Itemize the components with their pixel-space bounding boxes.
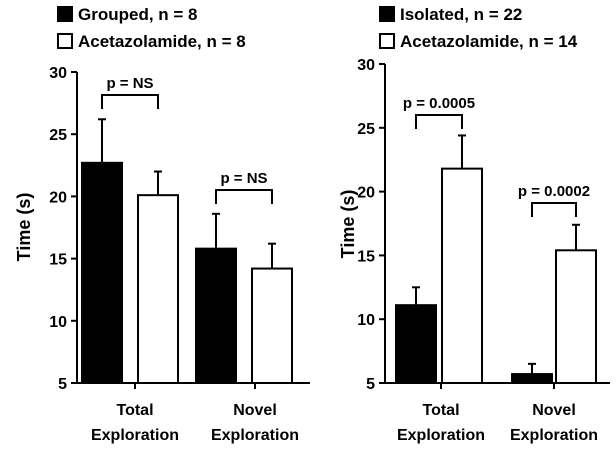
bar-control-1 <box>395 304 437 384</box>
category-label-line1: Total <box>116 402 153 419</box>
y-axis-label: Time (s) <box>338 190 358 259</box>
category-label-line2: Exploration <box>510 427 598 444</box>
category-label-line1: Novel <box>532 402 576 419</box>
p-value-label: p = NS <box>106 75 153 92</box>
significance-bracket <box>215 189 273 204</box>
legend-swatch-1 <box>379 6 395 22</box>
y-tick-label: 10 <box>357 312 375 329</box>
bar-control-2 <box>195 247 237 384</box>
legend-swatch-1 <box>57 6 73 22</box>
legend-label-1: Grouped, n = 8 <box>78 5 198 24</box>
y-tick-label: 10 <box>49 314 67 331</box>
p-value-label: p = NS <box>220 170 267 187</box>
category-label-line1: Novel <box>233 402 277 419</box>
y-tick-label: 5 <box>366 376 375 393</box>
y-tick-label: 5 <box>58 376 67 393</box>
legend-swatch-2 <box>379 33 395 49</box>
y-tick-label: 30 <box>357 57 375 74</box>
y-tick-label: 15 <box>357 248 375 265</box>
category-label-line2: Exploration <box>397 427 485 444</box>
y-tick-label: 15 <box>49 252 67 269</box>
p-value-label: p = 0.0005 <box>403 95 475 112</box>
bar-acetazolamide-1 <box>137 194 179 384</box>
chart-panel-2: Isolated, n = 22 Acetazolamide, n = 14 5 10… <box>338 5 610 444</box>
category-label-line2: Exploration <box>211 427 299 444</box>
significance-bracket <box>415 114 463 129</box>
chart-panel-1: Grouped, n = 8 Acetazolamide, n = 8 5 10 15 2… <box>14 5 310 444</box>
bar-control-1 <box>81 161 123 384</box>
y-tick-label: 20 <box>357 185 375 202</box>
bar-acetazolamide-2 <box>555 249 597 384</box>
legend-label-2: Acetazolamide, n = 14 <box>400 32 578 51</box>
bar-acetazolamide-2 <box>251 267 293 384</box>
legend-swatch-2 <box>57 33 73 49</box>
category-label-line2: Exploration <box>91 427 179 444</box>
bar-acetazolamide-1 <box>441 167 483 384</box>
y-axis-label: Time (s) <box>14 193 34 262</box>
y-tick-label: 30 <box>49 65 67 82</box>
legend-label-2: Acetazolamide, n = 8 <box>78 32 246 51</box>
y-tick-label: 25 <box>49 127 67 144</box>
y-tick-label: 20 <box>49 189 67 206</box>
significance-bracket <box>531 202 577 217</box>
category-label-line1: Total <box>422 402 459 419</box>
p-value-label: p = 0.0002 <box>518 183 590 200</box>
significance-bracket <box>101 94 159 109</box>
bar-control-2 <box>511 373 553 384</box>
legend-label-1: Isolated, n = 22 <box>400 5 522 24</box>
y-tick-label: 25 <box>357 121 375 138</box>
